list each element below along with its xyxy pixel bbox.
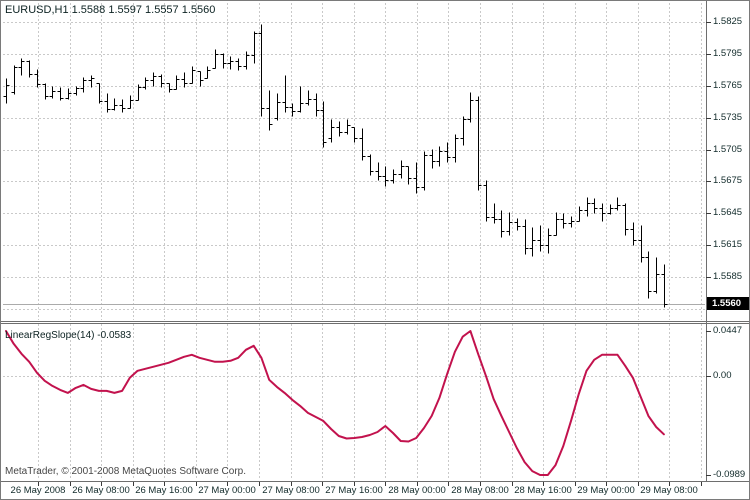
time-tick-label: 29 May 08:00 — [640, 485, 698, 496]
time-tick-label: 28 May 00:00 — [388, 485, 446, 496]
symbol-quote-label: EURUSD,H1 1.5588 1.5597 1.5557 1.5560 — [5, 4, 216, 16]
price-tick-label: 1.5795 — [713, 48, 743, 59]
time-tick-label: 27 May 08:00 — [262, 485, 320, 496]
time-tick-label: 26 May 16:00 — [135, 485, 193, 496]
price-tick-label: 1.5645 — [713, 207, 743, 218]
time-tick-label: 28 May 08:00 — [451, 485, 509, 496]
price-tick-label: 1.5705 — [713, 144, 743, 155]
time-tick-label: 29 May 00:00 — [577, 485, 635, 496]
indicator-axis[interactable] — [707, 323, 749, 481]
current-price-badge: 1.5560 — [707, 297, 749, 310]
price-tick-label: 1.5735 — [713, 112, 743, 123]
time-tick-label: 28 May 16:00 — [514, 485, 572, 496]
indicator-name-label: LinearRegSlope(14) -0.0583 — [5, 330, 132, 341]
grid-lines — [3, 3, 705, 480]
axis-ticks — [38, 22, 711, 486]
time-tick-label: 27 May 00:00 — [198, 485, 256, 496]
price-tick-label: 1.5615 — [713, 239, 743, 250]
ohlc-bars — [3, 24, 668, 308]
time-tick-label: 27 May 16:00 — [325, 485, 383, 496]
price-tick-label: 1.5675 — [713, 175, 743, 186]
price-tick-label: 1.5765 — [713, 80, 743, 91]
panel-borders — [1, 1, 749, 482]
indicator-tick-label: 0.00 — [713, 370, 732, 381]
indicator-tick-label: -0.0989 — [713, 469, 746, 480]
price-tick-label: 1.5585 — [713, 271, 743, 282]
indicator-tick-label: 0.0447 — [713, 325, 743, 336]
price-tick-label: 1.5825 — [713, 16, 743, 27]
panel-splitter[interactable] — [1, 320, 707, 325]
indicator-line — [5, 330, 665, 476]
metatrader-watermark: MetaTrader, © 2001-2008 MetaQuotes Softw… — [5, 466, 247, 477]
time-tick-label: 26 May 2008 — [10, 485, 66, 496]
time-tick-label: 26 May 08:00 — [72, 485, 130, 496]
